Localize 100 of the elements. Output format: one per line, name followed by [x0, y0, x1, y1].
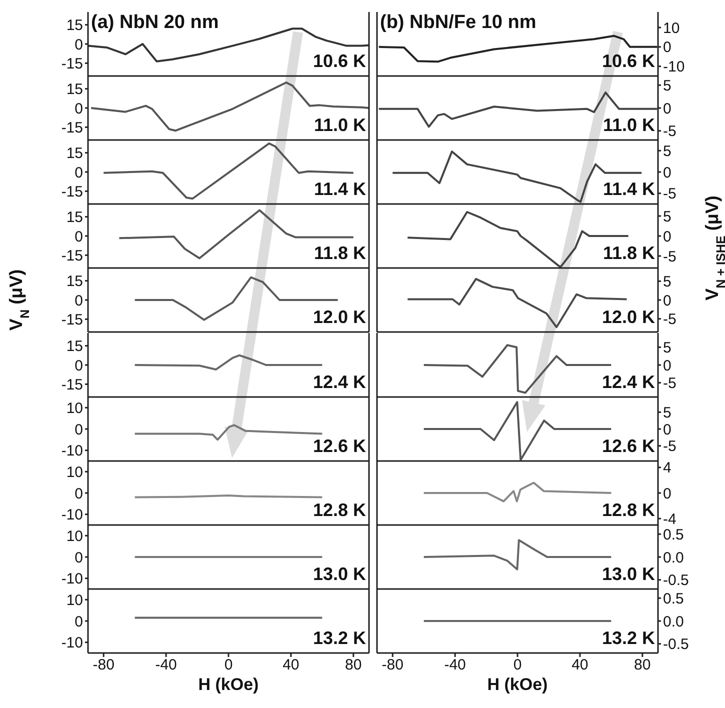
- annotation: 10.6 K: [312, 51, 366, 72]
- y-tick-label: -5: [663, 374, 676, 392]
- x-tick-label: 0: [224, 656, 233, 674]
- y-tick-label: 0.0: [663, 613, 684, 630]
- y-tick-label: 5: [663, 78, 672, 95]
- y-tick-label: 5: [663, 404, 672, 422]
- y-tick-label: 0: [663, 356, 672, 374]
- y-tick-label: 10: [66, 592, 83, 609]
- y-tick-label: 0: [74, 485, 83, 502]
- y-tick-label: 0: [74, 549, 83, 566]
- y-tick-label: -5: [663, 186, 676, 203]
- annotation: 11.8 K: [314, 243, 366, 264]
- y-tick-label: 0.5: [663, 590, 684, 608]
- annotation: 11.4 K: [314, 179, 366, 200]
- y-tick-label: 0: [74, 36, 83, 54]
- annotation: 12.6 K: [312, 436, 366, 457]
- y-tick-label: 0: [663, 485, 672, 502]
- line-series: [134, 354, 324, 370]
- y-tick-label: 15: [66, 81, 83, 98]
- chart-title: (a) NbN 20 nm: [91, 12, 219, 34]
- line-series: [134, 424, 324, 440]
- annotation: 11.0 K: [602, 115, 655, 136]
- annotation: 13.2 K: [602, 628, 655, 649]
- y-tick-label: 5: [663, 339, 672, 356]
- y-tick-label: 0: [663, 292, 672, 310]
- x-tick-label: 40: [572, 656, 588, 674]
- y-tick-label: 0: [663, 39, 672, 56]
- annotation: 13.2 K: [312, 628, 366, 649]
- x-tick-label: 80: [345, 656, 362, 674]
- y-tick-label: 15: [66, 145, 83, 162]
- x-tick-label: -40: [155, 656, 177, 674]
- y-tick-label: 0: [74, 613, 83, 630]
- annotation: 11.0 K: [314, 115, 366, 136]
- annotation: 13.0 K: [602, 564, 655, 585]
- y-tick-label: 15: [66, 17, 83, 34]
- y-tick-label: -15: [61, 248, 83, 265]
- annotation: 13.0 K: [312, 564, 366, 585]
- y-tick-label: 15: [66, 274, 83, 291]
- y-tick-label: 0: [663, 100, 672, 118]
- line-series: [102, 142, 354, 200]
- annotation: 10.6 K: [602, 51, 655, 72]
- y-tick-label: 0: [663, 164, 672, 182]
- y-tick-label: 10: [663, 20, 680, 37]
- annotation: 12.0 K: [602, 307, 655, 328]
- y-tick-label: -10: [61, 634, 83, 652]
- y-tick-label: -10: [61, 506, 83, 524]
- y-tick-label: -0.5: [663, 636, 689, 654]
- y-tick-label: -10: [663, 58, 685, 76]
- y-tick-label: 0: [74, 164, 83, 182]
- y-tick-label: 0: [74, 356, 83, 374]
- y-tick-label: 10: [66, 400, 83, 417]
- y-tick-label: 0: [74, 100, 83, 118]
- y-tick-label: -0.5: [663, 572, 689, 589]
- y-tick-label: -5: [663, 248, 676, 266]
- x-tick-label: 80: [634, 656, 651, 674]
- y-tick-label: -15: [61, 56, 83, 73]
- y-tick-label: 10: [66, 464, 83, 481]
- y-tick-label: 5: [663, 143, 672, 160]
- annotation: 12.8 K: [602, 500, 655, 521]
- y-tick-label: -15: [61, 376, 83, 394]
- y-tick-label: 0: [74, 420, 83, 438]
- x-axis-title: H (kOe): [197, 674, 260, 695]
- x-tick-label: -40: [444, 656, 466, 674]
- y-tick-label: -10: [61, 570, 83, 588]
- annotation: 12.4 K: [602, 372, 655, 392]
- y-tick-label: 4: [663, 459, 672, 476]
- y-tick-label: 0: [663, 420, 672, 438]
- y-tick-label: 10: [66, 528, 83, 545]
- y-tick-label: 15: [66, 209, 83, 226]
- y-tick-label: -10: [61, 442, 83, 460]
- annotation: 12.4 K: [312, 372, 366, 392]
- y-tick-label: -15: [61, 184, 83, 201]
- x-tick-label: -80: [382, 656, 404, 674]
- line-series: [422, 481, 612, 502]
- y-tick-label: 5: [663, 274, 672, 291]
- annotation: 11.8 K: [602, 243, 655, 264]
- y-tick-label: 0: [74, 228, 83, 246]
- y-tick-label: -15: [61, 120, 83, 137]
- y-tick-label: 0: [74, 292, 83, 310]
- y-tick-label: -5: [663, 438, 676, 455]
- chart-title: (b) NbN/Fe 10 nm: [380, 12, 536, 34]
- x-tick-label: 40: [282, 656, 300, 674]
- annotation: 12.6 K: [602, 436, 655, 457]
- y-tick-label: -4: [663, 510, 676, 528]
- x-tick-label: 0: [513, 656, 522, 674]
- line-series: [392, 150, 643, 204]
- y-tick-label: -5: [663, 123, 676, 140]
- x-tick-label: -80: [92, 656, 114, 674]
- line-series: [118, 210, 354, 260]
- annotation: 12.8 K: [312, 500, 366, 521]
- x-axis-title: H (kOe): [486, 674, 549, 695]
- line-series: [90, 82, 369, 132]
- y-tick-label: 0: [663, 228, 672, 246]
- y-tick-label: 0.5: [663, 526, 684, 544]
- y-tick-label: -5: [663, 312, 676, 329]
- y-tick-label: 0.0: [663, 549, 684, 566]
- y-tick-label: -15: [61, 312, 83, 329]
- y-tick-label: 15: [66, 338, 83, 355]
- annotation: 11.4 K: [602, 179, 655, 200]
- annotation: 12.0 K: [312, 307, 366, 328]
